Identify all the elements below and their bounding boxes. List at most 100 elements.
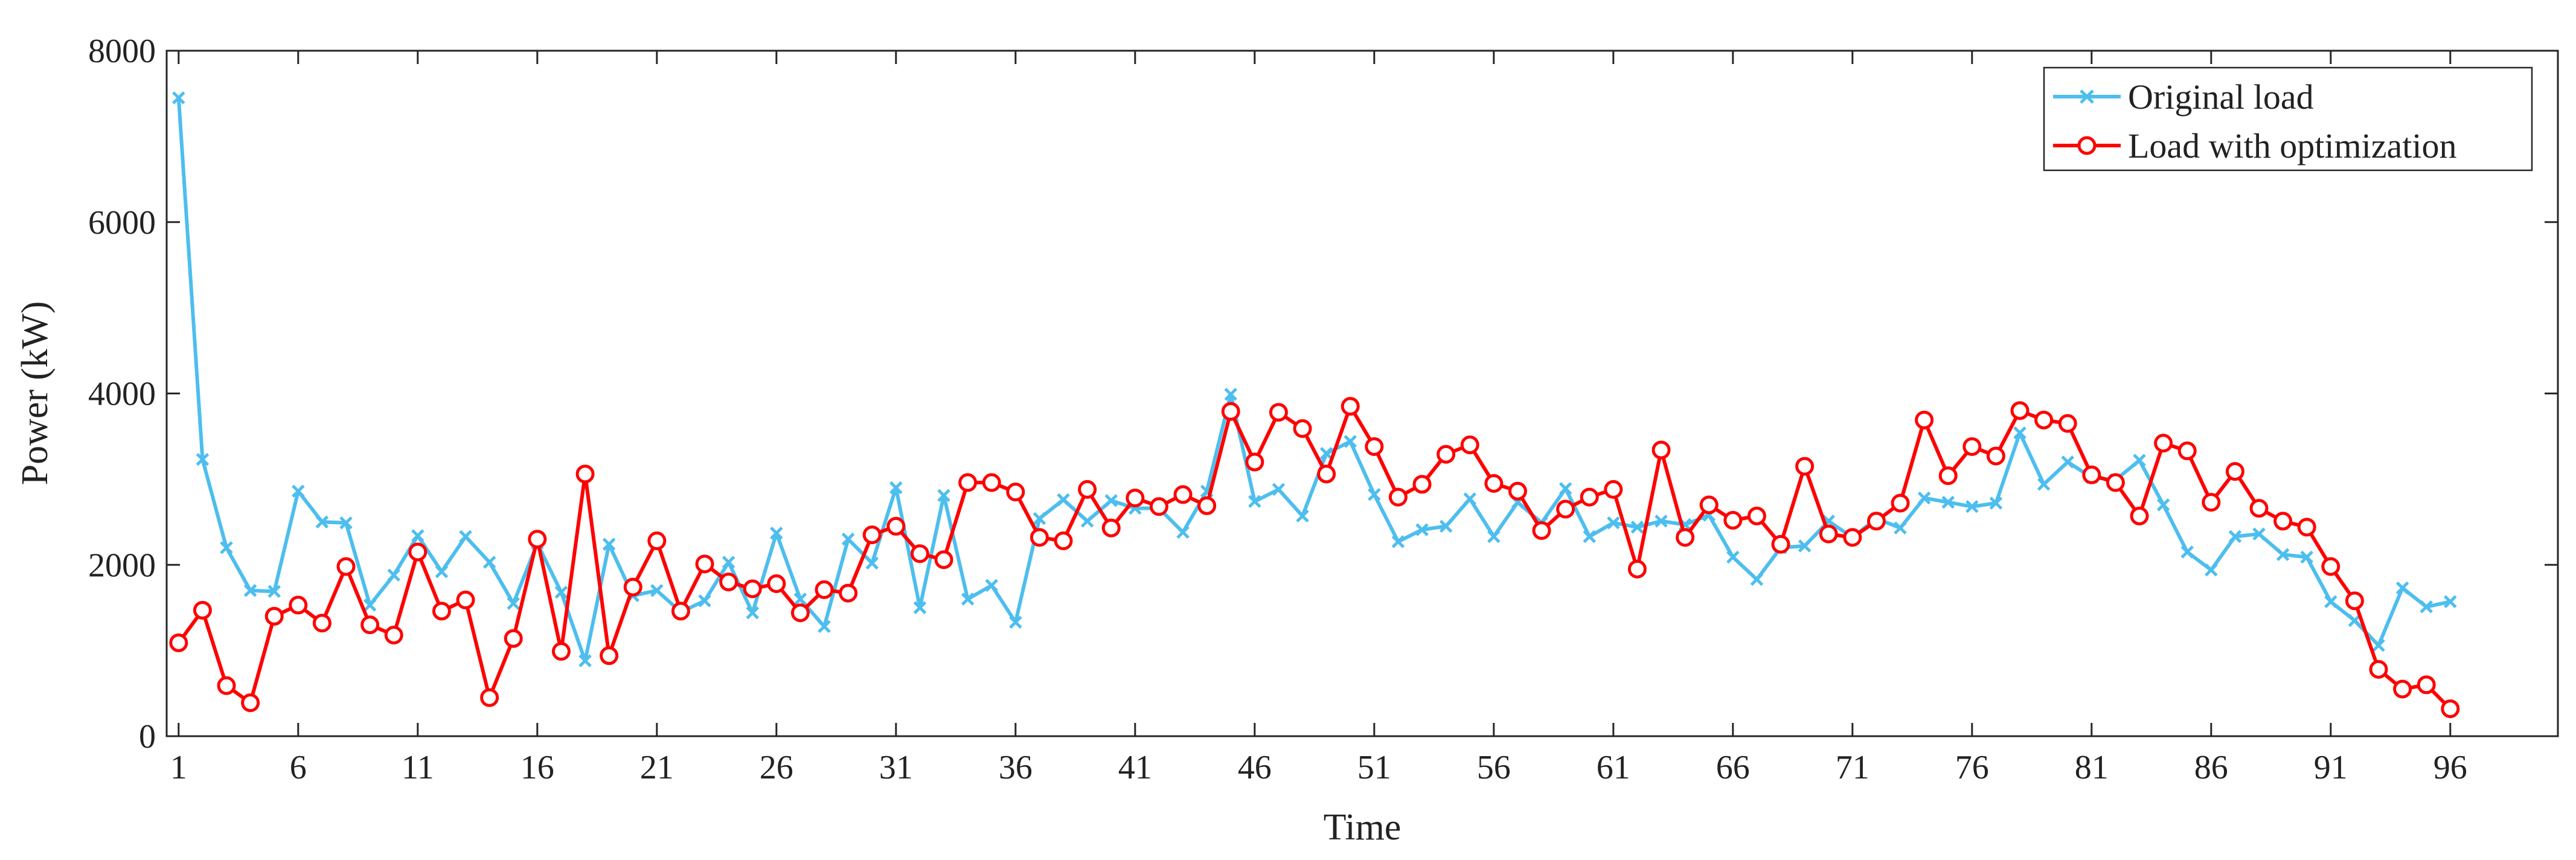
data-point	[2205, 563, 2218, 577]
data-point	[2300, 550, 2313, 564]
data-point	[2444, 595, 2457, 609]
legend-marker-optimized	[2077, 136, 2097, 155]
data-point	[1272, 483, 1286, 496]
legend-label-optimized: Load with optimization	[2128, 126, 2456, 165]
data-point	[1173, 485, 1193, 504]
data-point	[339, 516, 353, 530]
data-point	[2395, 581, 2409, 595]
data-point	[196, 452, 210, 466]
data-point	[1532, 521, 1551, 540]
data-point	[934, 550, 953, 570]
data-point	[1101, 518, 1121, 538]
data-point	[2037, 478, 2051, 491]
data-point	[1676, 528, 1695, 547]
data-point	[886, 516, 906, 536]
data-point	[528, 530, 547, 549]
data-point	[507, 597, 520, 610]
legend-marker-original	[2080, 89, 2094, 104]
data-point	[1915, 410, 1934, 429]
data-point	[1989, 496, 2003, 510]
data-point	[387, 568, 400, 582]
y-axis: 0 2000 4000 6000 8000	[88, 33, 2558, 756]
data-point	[770, 526, 783, 540]
data-point	[2156, 498, 2170, 512]
data-point	[411, 529, 425, 542]
data-point	[623, 577, 642, 597]
data-point	[1391, 535, 1405, 548]
data-point	[268, 585, 281, 598]
data-point	[1866, 512, 1886, 531]
data-point	[1487, 530, 1501, 544]
data-point	[408, 542, 428, 562]
data-point	[1723, 510, 1743, 530]
data-point	[1556, 499, 1575, 519]
data-point	[695, 554, 714, 574]
data-point	[1652, 440, 1671, 460]
data-point	[2130, 506, 2149, 525]
x-tick-label: 96	[2433, 749, 2467, 786]
data-point	[432, 602, 451, 621]
data-point	[1962, 437, 1982, 456]
data-point	[1604, 480, 1623, 499]
data-point	[336, 557, 356, 576]
data-point	[937, 489, 950, 502]
x-tick-label: 91	[2314, 749, 2348, 786]
x-tick-label: 66	[1716, 749, 1750, 786]
data-point	[2348, 614, 2362, 627]
data-point	[1006, 483, 1025, 502]
data-point	[1296, 509, 1309, 523]
data-point	[2297, 518, 2316, 537]
data-point	[1580, 487, 1599, 507]
data-point	[1341, 397, 1360, 416]
data-point	[1627, 559, 1647, 579]
data-point	[1176, 525, 1190, 539]
data-point	[793, 592, 807, 606]
series-line	[177, 404, 2452, 710]
data-point	[172, 91, 185, 104]
data-point	[865, 556, 879, 570]
data-point	[1078, 480, 1097, 499]
data-point	[602, 538, 616, 551]
data-point	[435, 565, 449, 579]
data-point	[1057, 493, 1070, 507]
data-point	[650, 584, 664, 597]
data-point	[1437, 444, 1456, 464]
data-point	[910, 544, 929, 563]
data-point	[2034, 410, 2054, 429]
data-point	[1412, 475, 1432, 494]
data-point	[671, 602, 690, 621]
data-point	[2177, 441, 2197, 461]
legend-label-original: Original load	[2128, 77, 2314, 117]
data-point	[2321, 557, 2341, 576]
data-point	[2154, 434, 2173, 453]
data-point	[1607, 516, 1620, 530]
data-point	[1798, 539, 1812, 553]
data-point	[456, 590, 475, 609]
data-point	[1344, 435, 1357, 448]
data-point	[2180, 545, 2194, 559]
data-point	[241, 693, 260, 713]
data-point	[767, 574, 786, 593]
data-point	[1750, 573, 1764, 586]
data-point	[1245, 452, 1264, 472]
y-tick-label: 6000	[88, 204, 156, 242]
data-point	[1843, 528, 1862, 547]
data-point	[384, 626, 403, 645]
y-tick-label: 2000	[88, 547, 156, 584]
data-point	[2372, 638, 2385, 652]
x-tick-label: 36	[999, 749, 1033, 786]
x-tick-label: 1	[170, 749, 187, 786]
data-point	[1938, 466, 1958, 486]
data-point	[2010, 401, 2030, 420]
data-point	[1819, 524, 1838, 544]
data-point	[841, 532, 855, 546]
data-point	[1630, 521, 1644, 534]
data-point	[719, 573, 739, 592]
data-point	[1365, 437, 1384, 456]
data-point	[1221, 402, 1240, 421]
data-point	[264, 606, 284, 626]
x-tick-label: 61	[1597, 749, 1630, 786]
data-point	[2225, 462, 2244, 481]
x-tick-label: 51	[1357, 749, 1391, 786]
x-tick-label: 11	[402, 749, 434, 786]
